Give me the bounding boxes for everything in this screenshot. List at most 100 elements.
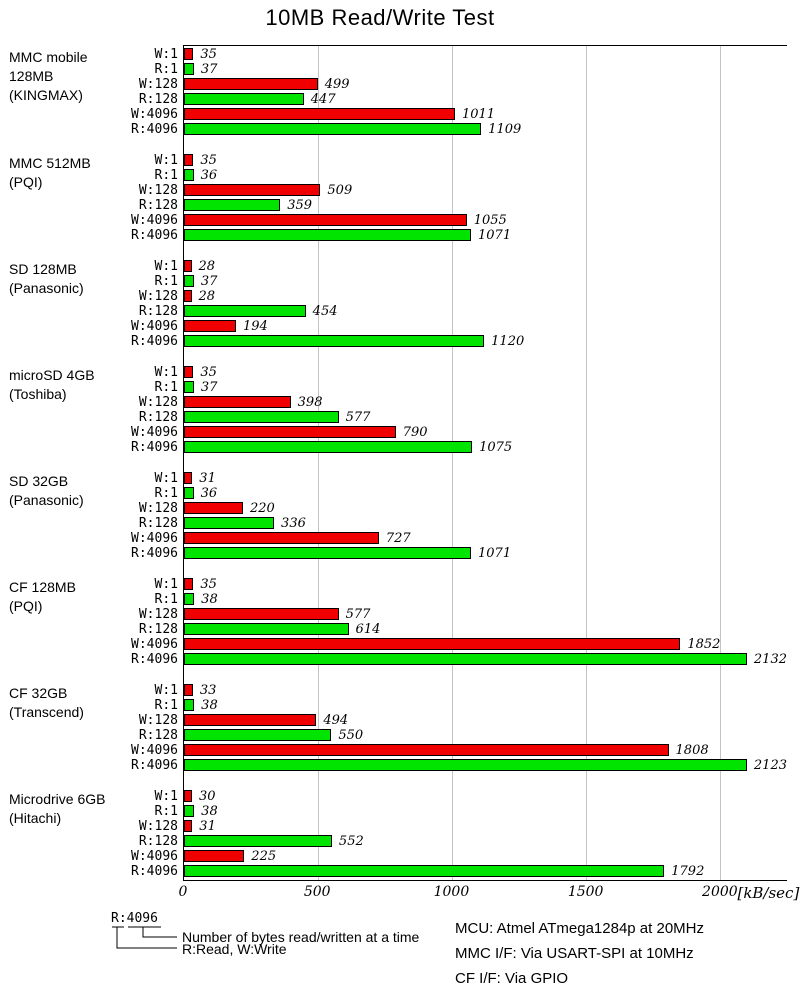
bar-tick-label: R:1 <box>154 804 178 819</box>
bar-tick-label: R:4096 <box>131 864 178 879</box>
card-vendor: (Panasonic) <box>9 280 84 296</box>
bar-value-label: 31 <box>199 819 216 834</box>
bar-value-label: 2132 <box>753 652 787 667</box>
bar-value-label: 499 <box>324 77 350 92</box>
write-bar <box>184 502 243 514</box>
bar-row: W:4096 727 <box>131 532 787 547</box>
bar-row: W:1 35 <box>155 578 787 593</box>
bar-row: W:4096 1011 <box>131 108 787 123</box>
gridline-2000 <box>719 46 721 880</box>
bar-tick-label: R:1 <box>154 380 178 395</box>
card-vendor: (Panasonic) <box>9 492 84 508</box>
bar-tick-label: W:1 <box>154 471 178 486</box>
bar-value-label: 38 <box>201 698 218 713</box>
group-label: Microdrive 6GB (Hitachi) <box>9 790 127 828</box>
card-vendor: (KINGMAX) <box>9 87 83 103</box>
bar-row: R:128 454 <box>139 305 787 320</box>
bar-value-label: 31 <box>199 471 216 486</box>
x-axis-unit-label: [kB/sec] <box>737 884 800 902</box>
bar-value-label: 35 <box>200 153 217 168</box>
bar-row: W:4096 225 <box>131 849 787 865</box>
read-bar <box>184 547 472 559</box>
bar-value-label: 37 <box>200 62 218 77</box>
bar-tick-label: W:4096 <box>131 637 178 652</box>
legend-connector-lines <box>112 926 177 949</box>
bar-row: W:128 398 <box>139 396 787 411</box>
bar-tick-label: W:128 <box>138 607 178 622</box>
bar-row: W:128 28 <box>139 290 787 305</box>
bar-value-label: 550 <box>338 728 364 743</box>
bar-value-label: 35 <box>200 47 217 62</box>
card-group: CF 128MB (PQI) W:1 35 R:1 38 W:128 577 R:128 614 W… <box>9 578 787 668</box>
bar-row: R:4096 2123 <box>131 759 787 774</box>
x-axis-tick-1500: 1500 <box>567 884 604 900</box>
bar-value-label: 1109 <box>488 122 522 137</box>
bar-tick-label: R:128 <box>138 92 178 107</box>
write-bar <box>184 290 192 302</box>
bar-tick-label: W:1 <box>154 47 178 62</box>
bar-row: R:1 36 <box>155 169 787 184</box>
bar-value-label: 1792 <box>671 864 705 879</box>
hardware-notes: MCU: Atmel ATmega1284p at 20MHz MMC I/F:… <box>455 916 704 991</box>
bar-row: W:4096 790 <box>131 426 787 441</box>
write-bar <box>184 850 245 862</box>
bar-row: W:1 28 <box>155 259 787 275</box>
bar-row: R:128 336 <box>139 517 787 532</box>
write-bar <box>184 638 681 650</box>
bar-value-label: 1071 <box>478 546 512 561</box>
bar-row: W:1 35 <box>155 366 787 381</box>
card-vendor: (Hitachi) <box>9 810 62 826</box>
card-name: MMC mobile 128MB <box>9 49 88 84</box>
bar-tick-label: R:4096 <box>131 546 178 561</box>
bar-tick-label: W:1 <box>154 683 178 698</box>
bar-tick-label: R:1 <box>154 592 178 607</box>
bar-value-label: 1071 <box>478 228 512 243</box>
bar-row: W:1 35 <box>155 47 787 63</box>
read-bar <box>184 653 747 665</box>
gridline-1500 <box>586 46 587 880</box>
bar-row: R:4096 1120 <box>131 335 787 350</box>
bar-row: R:4096 1109 <box>131 122 787 138</box>
write-bar <box>184 608 339 620</box>
read-bar <box>184 729 332 741</box>
write-bar <box>184 48 194 60</box>
bar-value-label: 37 <box>200 274 218 289</box>
bar-value-label: 225 <box>251 849 277 864</box>
card-name: Microdrive 6GB <box>9 791 106 807</box>
write-bar <box>184 578 194 590</box>
write-bar <box>184 396 291 408</box>
read-bar <box>184 517 275 529</box>
bar-tick-label: R:128 <box>138 304 178 319</box>
bar-tick-label: R:1 <box>154 486 178 501</box>
bar-row: R:1 36 <box>155 487 787 502</box>
card-group: Microdrive 6GB (Hitachi) W:1 30 R:1 38 W:128 31… <box>9 790 787 880</box>
read-bar <box>184 593 195 605</box>
plot-area: MMC mobile 128MB (KINGMAX) W:1 35 R:1 37 W:128… <box>9 45 787 881</box>
read-bar <box>184 805 195 817</box>
group-label: microSD 4GB (Toshiba) <box>9 366 127 404</box>
write-bar <box>184 472 193 484</box>
bar-tick-label: W:128 <box>138 395 178 410</box>
read-bar <box>184 275 194 287</box>
bar-row: R:1 37 <box>155 381 787 396</box>
card-group: MMC 512MB (PQI) W:1 35 R:1 36 W:128 509 R:128 359… <box>9 153 787 244</box>
card-vendor: (Toshiba) <box>9 386 67 402</box>
write-bar <box>184 532 379 544</box>
group-label: SD 32GB (Panasonic) <box>9 472 127 510</box>
bar-tick-label: W:128 <box>138 501 178 516</box>
write-bar <box>184 320 236 332</box>
bar-tick-label: R:1 <box>154 274 178 289</box>
bar-row: R:4096 1075 <box>131 441 787 456</box>
x-axis-tick-1000: 1000 <box>433 884 470 900</box>
bar-value-label: 28 <box>198 259 216 274</box>
write-bar <box>184 78 318 90</box>
read-bar <box>184 835 332 847</box>
bar-tick-label: W:128 <box>138 289 178 304</box>
group-label: CF 32GB (Transcend) <box>9 684 127 722</box>
bar-tick-label: W:4096 <box>131 425 178 440</box>
bar-row: R:1 37 <box>155 274 787 290</box>
bar-row: R:128 552 <box>139 835 787 850</box>
bar-value-label: 494 <box>323 713 349 728</box>
bar-value-label: 1852 <box>687 637 721 652</box>
